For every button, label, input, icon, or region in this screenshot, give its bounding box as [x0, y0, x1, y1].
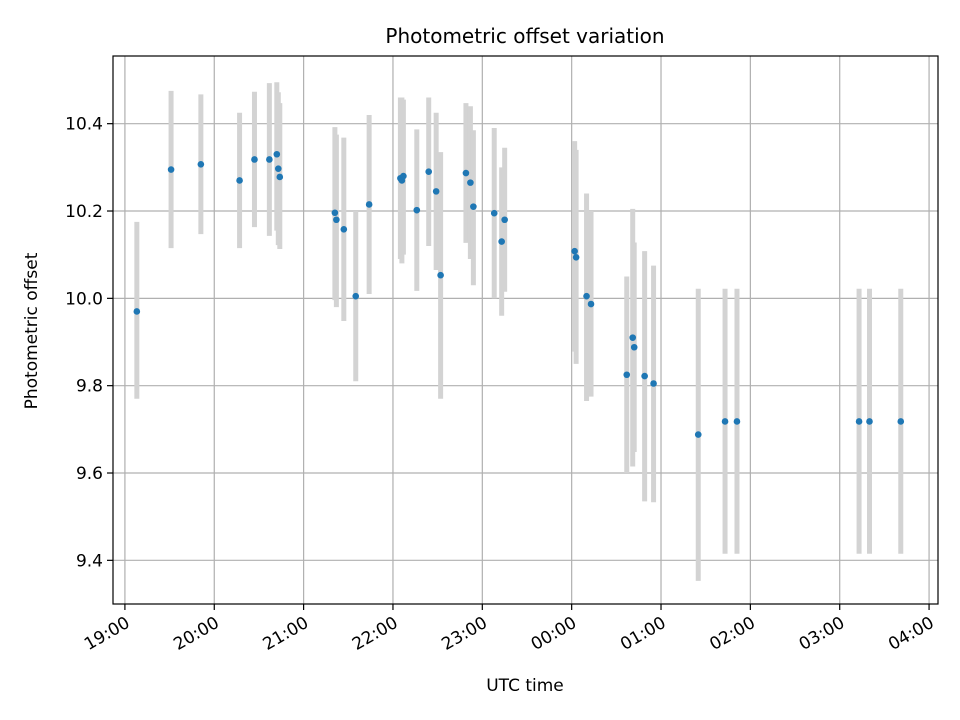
y-axis: 9.4 9.6 9.8 10.0 10.2 10.4	[65, 115, 113, 571]
data-point	[437, 271, 444, 279]
data-point	[236, 177, 243, 184]
data-point	[733, 418, 741, 425]
plot-frame	[112, 55, 939, 605]
data-point	[629, 334, 637, 341]
y-tick-label: 9.8	[76, 377, 103, 397]
data-point	[167, 166, 175, 173]
data-point	[467, 179, 474, 186]
data-point	[197, 160, 205, 168]
data-point	[331, 209, 339, 217]
y-axis-title: Photometric offset	[22, 252, 42, 409]
y-tick-label: 10.0	[65, 289, 103, 309]
data-point	[587, 300, 595, 308]
data-point	[352, 292, 360, 300]
data-point	[866, 418, 873, 425]
data-point	[462, 169, 470, 177]
data-point	[274, 165, 282, 172]
data-point	[266, 156, 273, 163]
data-point	[251, 156, 258, 163]
data-point	[855, 418, 863, 425]
data-point	[413, 206, 421, 214]
data-point	[501, 216, 508, 224]
chart-title: Photometric offset variation	[385, 24, 664, 48]
data-point	[400, 172, 407, 180]
data-point	[498, 238, 505, 245]
data-point	[333, 216, 340, 224]
data-point	[630, 343, 638, 351]
data-point	[721, 418, 729, 425]
data-point	[572, 253, 580, 261]
x-axis-title: UTC time	[486, 676, 564, 696]
data-point	[365, 201, 373, 208]
y-tick-label: 9.6	[76, 464, 103, 484]
data-point	[694, 431, 702, 438]
data-point	[641, 372, 648, 380]
data-point	[133, 308, 141, 315]
data-point	[583, 292, 590, 300]
data-point	[432, 188, 440, 195]
data-point	[273, 150, 281, 158]
grid	[113, 56, 938, 604]
data-points	[133, 150, 905, 438]
data-point	[470, 203, 477, 210]
data-point	[623, 371, 631, 379]
data-point	[650, 380, 657, 387]
y-tick-label: 10.2	[65, 202, 103, 222]
data-point	[276, 173, 284, 181]
data-point	[425, 168, 433, 176]
y-tick-label: 10.4	[65, 115, 103, 135]
data-point	[340, 226, 348, 233]
data-point	[490, 209, 498, 217]
data-point	[571, 247, 578, 255]
y-tick-label: 9.4	[76, 551, 103, 571]
data-point	[897, 418, 905, 425]
